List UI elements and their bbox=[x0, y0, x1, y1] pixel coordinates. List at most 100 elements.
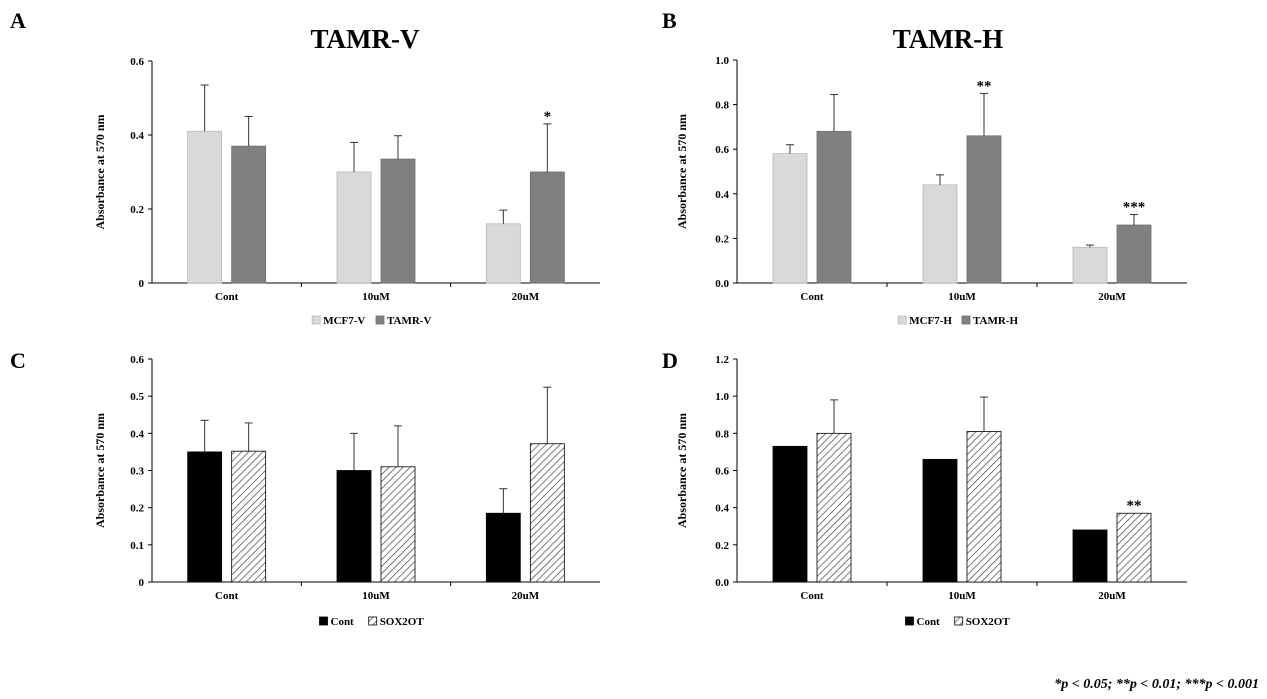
legend-swatch bbox=[961, 315, 971, 325]
bar bbox=[529, 171, 565, 284]
significance-footnote: *p < 0.05; **p < 0.01; ***p < 0.001 bbox=[1054, 677, 1259, 692]
y-axis-label: Absorbance at 570 nm bbox=[675, 413, 689, 528]
bar bbox=[485, 512, 521, 583]
legend-label: MCF7-V bbox=[323, 315, 365, 327]
legend-swatch bbox=[319, 616, 328, 626]
x-tick-label: 20uM bbox=[1098, 291, 1126, 303]
bar bbox=[380, 158, 416, 284]
y-tick-label: 0.6 bbox=[130, 56, 144, 68]
legend: Cont SOX2OT bbox=[319, 616, 425, 628]
y-tick-label: 0.6 bbox=[715, 466, 729, 478]
y-tick-label: 0.1 bbox=[130, 540, 144, 552]
y-tick-label: 0.4 bbox=[715, 189, 729, 201]
bar bbox=[922, 184, 958, 284]
x-tick-label: 20uM bbox=[512, 590, 540, 602]
bar bbox=[966, 431, 1002, 583]
y-tick-label: 1.2 bbox=[715, 354, 729, 366]
chart-panel-b: B TAMR-H 0.0 0.2 0.4 0.6 0.8 1.0 Absorbance at 5… bbox=[662, 8, 1187, 327]
bar bbox=[922, 458, 958, 583]
x-tick-label: Cont bbox=[800, 291, 824, 303]
legend-label: TAMR-H bbox=[973, 315, 1018, 327]
bar bbox=[1072, 246, 1108, 284]
bar bbox=[336, 171, 372, 284]
y-tick-label: 0.0 bbox=[715, 278, 729, 290]
legend: Cont SOX2OT bbox=[905, 616, 1011, 628]
bar bbox=[816, 432, 852, 583]
chart-panel-d: D 0.0 0.2 0.4 0.6 0.8 1.0 1.2 Absorbance at 570 … bbox=[662, 348, 1187, 628]
bar bbox=[336, 470, 372, 583]
y-tick-label: 0.6 bbox=[715, 144, 729, 156]
significance-marker: * bbox=[544, 109, 552, 125]
x-tick-label: 10uM bbox=[948, 590, 976, 602]
y-tick-label: 0.2 bbox=[130, 204, 144, 216]
y-axis-label: Absorbance at 570 nm bbox=[675, 114, 689, 229]
x-tick-label: Cont bbox=[800, 590, 824, 602]
y-axis-label: Absorbance at 570 nm bbox=[93, 413, 107, 528]
y-tick-label: 0.8 bbox=[715, 100, 729, 112]
significance-marker: ** bbox=[977, 78, 992, 94]
legend-label: TAMR-V bbox=[387, 315, 431, 327]
bar bbox=[816, 130, 852, 284]
y-tick-label: 0.4 bbox=[130, 428, 144, 440]
y-tick-label: 0.2 bbox=[715, 540, 729, 552]
significance-marker: ** bbox=[1127, 498, 1142, 514]
x-tick-label: 10uM bbox=[948, 291, 976, 303]
x-tick-label: 10uM bbox=[362, 291, 390, 303]
y-tick-label: 0.8 bbox=[715, 428, 729, 440]
y-axis-label: Absorbance at 570 nm bbox=[93, 114, 107, 229]
y-tick-label: 0.2 bbox=[715, 233, 729, 245]
bar bbox=[231, 450, 267, 583]
legend-label: Cont bbox=[917, 616, 941, 628]
x-tick-label: 20uM bbox=[512, 291, 540, 303]
bar bbox=[485, 223, 521, 284]
x-tick-label: 20uM bbox=[1098, 590, 1126, 602]
legend-swatch bbox=[905, 616, 914, 626]
bar bbox=[966, 135, 1002, 284]
bar bbox=[187, 451, 223, 583]
legend-swatch bbox=[368, 616, 378, 626]
y-tick-label: 0.2 bbox=[130, 503, 144, 515]
significance-marker: *** bbox=[1123, 200, 1146, 216]
y-tick-label: 0.6 bbox=[130, 354, 144, 366]
bar bbox=[1072, 529, 1108, 583]
legend: MCF7-V TAMR-V bbox=[311, 315, 431, 327]
chart-panel-c: C 0 0.1 0.2 0.3 0.4 0.5 0.6 Absorbance at 570 nm… bbox=[10, 348, 600, 628]
y-tick-label: 0.3 bbox=[130, 466, 144, 478]
y-tick-label: 0.4 bbox=[130, 130, 144, 142]
legend-label: MCF7-H bbox=[909, 315, 952, 327]
y-tick-label: 0.0 bbox=[715, 577, 729, 589]
y-tick-label: 0 bbox=[139, 278, 145, 290]
y-tick-label: 0.4 bbox=[715, 503, 729, 515]
x-tick-label: Cont bbox=[215, 590, 239, 602]
legend-swatch bbox=[311, 315, 321, 325]
panel-letter: B bbox=[662, 8, 677, 33]
bar bbox=[529, 443, 565, 583]
bar bbox=[380, 466, 416, 583]
legend: MCF7-H TAMR-H bbox=[897, 315, 1018, 327]
panel-letter: D bbox=[662, 348, 678, 373]
bar bbox=[1116, 512, 1152, 583]
panel-letter: A bbox=[10, 8, 26, 33]
chart-title: TAMR-H bbox=[893, 24, 1003, 54]
bar bbox=[187, 130, 223, 284]
legend-label: Cont bbox=[331, 616, 355, 628]
chart-panel-a: A TAMR-V 0 0.2 0.4 0.6 Absorbance at 570 nm Con… bbox=[10, 8, 600, 327]
legend-swatch bbox=[954, 616, 964, 626]
y-tick-label: 1.0 bbox=[715, 391, 729, 403]
x-tick-label: Cont bbox=[215, 291, 239, 303]
bar bbox=[1116, 224, 1152, 284]
y-tick-label: 1.0 bbox=[715, 55, 729, 67]
bar bbox=[231, 145, 267, 284]
y-tick-label: 0.5 bbox=[130, 391, 144, 403]
legend-label: SOX2OT bbox=[380, 616, 425, 628]
legend-label: SOX2OT bbox=[966, 616, 1011, 628]
chart-title: TAMR-V bbox=[311, 24, 420, 54]
bar bbox=[772, 153, 808, 284]
panel-letter: C bbox=[10, 348, 26, 373]
y-tick-label: 0 bbox=[139, 577, 145, 589]
legend-swatch bbox=[897, 315, 907, 325]
bar bbox=[772, 445, 808, 583]
legend-swatch bbox=[375, 315, 385, 325]
x-tick-label: 10uM bbox=[362, 590, 390, 602]
